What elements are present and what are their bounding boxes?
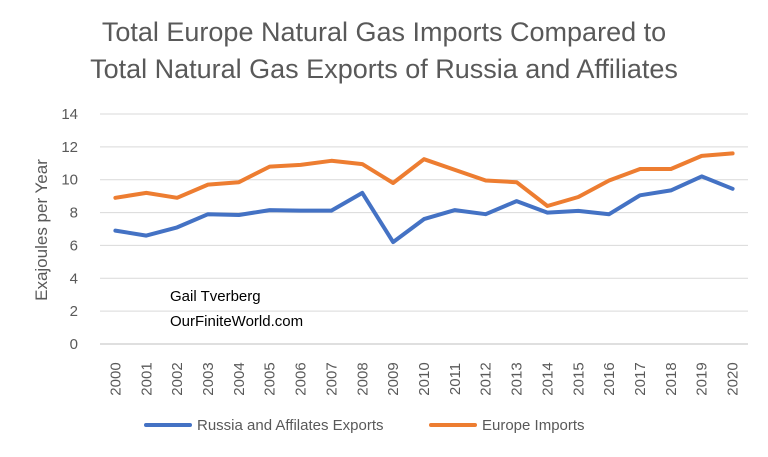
chart-title-line-1: Total Europe Natural Gas Imports Compare… <box>101 17 667 47</box>
series-lines <box>113 151 735 245</box>
chart-title: Total Europe Natural Gas Imports Compare… <box>0 14 768 88</box>
x-tick-label: 2014 <box>539 362 556 395</box>
legend-label: Russia and Affilates Exports <box>197 417 384 434</box>
x-tick-label: 2000 <box>107 362 124 395</box>
x-tick-label: 2002 <box>169 362 186 395</box>
x-tick-label: 2010 <box>416 362 433 395</box>
y-tick-label: 6 <box>70 237 78 254</box>
x-tick-label: 2013 <box>509 362 526 395</box>
y-axis-label: Exajoules per Year <box>32 159 51 301</box>
x-tick-label: 2005 <box>262 362 279 395</box>
x-tick-label: 2018 <box>663 362 680 395</box>
annotation-website: OurFiniteWorld.com <box>170 313 303 330</box>
y-tick-label: 4 <box>70 270 78 287</box>
x-tick-label: 2017 <box>632 362 649 395</box>
y-tick-label: 14 <box>61 106 78 123</box>
y-tick-label: 0 <box>70 336 78 353</box>
y-tick-label: 12 <box>61 139 78 156</box>
x-tick-label: 2012 <box>478 362 495 395</box>
annotation-author: Gail Tverberg <box>170 288 261 305</box>
chart-title-line-2: Total Natural Gas Exports of Russia and … <box>90 54 678 84</box>
x-tick-label: 2016 <box>601 362 618 395</box>
y-tick-label: 10 <box>61 172 78 189</box>
x-tick-label: 2007 <box>323 362 340 395</box>
x-tick-label: 2019 <box>694 362 711 395</box>
y-tick-label: 8 <box>70 205 78 222</box>
x-tick-label: 2015 <box>570 362 587 395</box>
x-tick-label: 2006 <box>293 362 310 395</box>
legend-label: Europe Imports <box>482 417 585 434</box>
legend: Russia and Affilates Exports Europe Impor… <box>144 417 585 434</box>
y-tick-label: 2 <box>70 303 78 320</box>
y-axis-ticks: 0 2 4 6 8 10 12 14 <box>61 106 78 353</box>
x-axis-ticks: 2000 2001 2002 2003 2004 2005 2006 2007 2008 2009… <box>107 362 741 395</box>
gridlines <box>100 113 748 345</box>
x-tick-label: 2020 <box>725 362 742 395</box>
x-tick-label: 2008 <box>354 362 371 395</box>
x-tick-label: 2011 <box>447 363 464 395</box>
x-tick-label: 2001 <box>138 362 155 395</box>
x-tick-label: 2009 <box>385 362 402 395</box>
x-tick-label: 2004 <box>231 362 248 395</box>
x-tick-label: 2003 <box>200 362 217 395</box>
